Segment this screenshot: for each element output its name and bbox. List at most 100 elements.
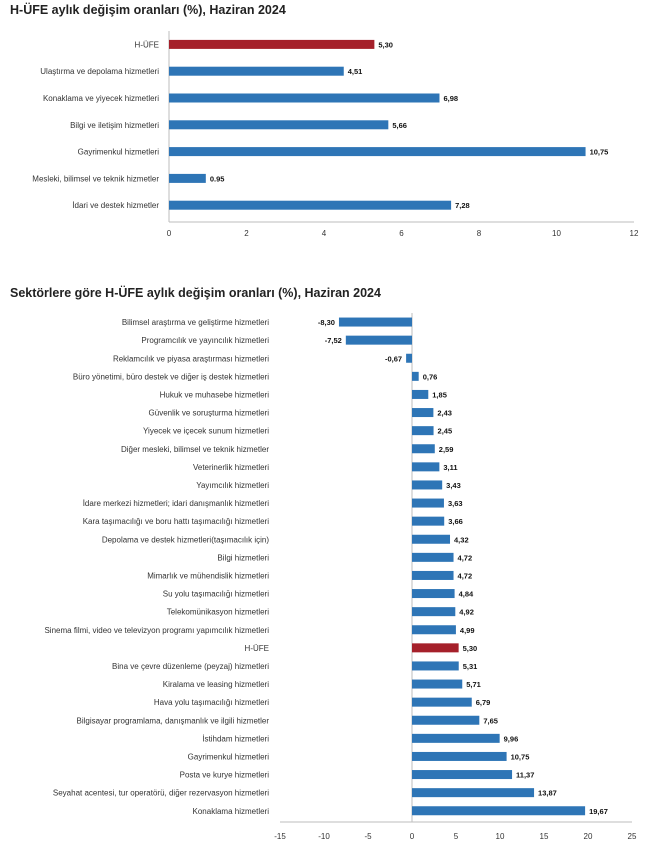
chart-2-data-label: 2,43 — [437, 409, 452, 418]
chart-2-data-label: 9,96 — [504, 734, 519, 743]
chart-1-category-label: Bilgi ve iletişim hizmetleri — [70, 121, 159, 130]
chart-2-data-label: 3,43 — [446, 481, 461, 490]
chart-1-bar — [169, 173, 206, 183]
chart-2-data-label: 3,66 — [448, 517, 463, 526]
chart-2-tick-label: 20 — [584, 832, 593, 841]
chart-1-bar — [169, 66, 344, 76]
chart-2-bar — [412, 389, 429, 399]
chart-2-category-label: H-ÜFE — [245, 644, 269, 653]
chart-2-bar — [412, 697, 472, 707]
chart-2-bar — [412, 444, 435, 454]
chart-2-data-label: 10,75 — [511, 752, 530, 761]
chart-2-data-label: 4,32 — [454, 535, 469, 544]
chart-1-bar — [169, 120, 389, 130]
chart-2-bar — [412, 589, 455, 599]
chart-1-tick-label: 8 — [477, 229, 482, 238]
chart-2-category-label: Konaklama hizmetleri — [193, 807, 270, 816]
chart-1-tick-label: 4 — [322, 229, 327, 238]
chart-2-data-label: 4,72 — [458, 571, 473, 580]
chart-2-tick-label: 15 — [540, 832, 549, 841]
chart-2-tick-label: -10 — [318, 832, 330, 841]
chart-1-tick-label: 6 — [399, 229, 404, 238]
chart-2-data-label: 5,30 — [463, 644, 478, 653]
chart-2-category-label: Depolama ve destek hizmetleri(taşımacılı… — [102, 535, 270, 544]
chart-2-bar — [412, 770, 513, 780]
chart-1-data-label: 10,75 — [590, 148, 609, 157]
chart-2-data-label: 4,84 — [459, 590, 474, 599]
chart-1-bar — [169, 39, 375, 49]
chart-1-data-label: 6,98 — [443, 94, 458, 103]
chart-2-data-label: -0,67 — [385, 354, 402, 363]
chart-2-bar — [412, 570, 454, 580]
chart-2-bar — [412, 480, 443, 490]
chart-2-bar — [412, 426, 434, 436]
chart-2-bar — [406, 353, 412, 363]
chart-2-tick-label: 0 — [410, 832, 415, 841]
chart-2-category-label: Yiyecek ve içecek sunum hizmetleri — [143, 427, 269, 436]
chart-1-bar — [169, 147, 586, 157]
chart-2-bar — [412, 751, 507, 761]
chart-2-bar — [412, 788, 535, 798]
chart-2-category-label: Diğer mesleki, bilimsel ve teknik hizmet… — [121, 445, 269, 454]
chart-2-tick-label: 25 — [628, 832, 637, 841]
chart-2-category-label: Programcılık ve yayıncılık hizmetleri — [141, 336, 269, 345]
chart-1-data-label: 5,30 — [378, 40, 393, 49]
chart-2-data-label: 3,63 — [448, 499, 463, 508]
chart-2-tick-label: 10 — [496, 832, 505, 841]
chart-2-category-label: Yayımcılık hizmetleri — [196, 481, 269, 490]
chart-2-data-label: 0,76 — [423, 372, 438, 381]
chart-2-category-label: Bilgisayar programlama, danışmanlık ve i… — [76, 716, 269, 725]
chart-2-category-label: Posta ve kurye hizmetleri — [180, 771, 270, 780]
chart-2-category-label: Telekomünikasyon hizmetleri — [167, 608, 269, 617]
chart-2-bar — [412, 733, 500, 743]
chart-2-data-label: 4,72 — [458, 553, 473, 562]
chart-1-tick-label: 12 — [630, 229, 639, 238]
chart-2-data-label: 7,65 — [483, 716, 498, 725]
chart-2-tick-label: -5 — [364, 832, 372, 841]
chart-2-category-label: Hukuk ve muhasebe hizmetleri — [160, 390, 270, 399]
chart-2-bar — [412, 715, 480, 725]
chart-1-tick-label: 2 — [244, 229, 249, 238]
chart-2-data-label: 5,71 — [466, 680, 481, 689]
chart-2-data-label: 2,59 — [439, 445, 454, 454]
chart-2-bar — [412, 534, 451, 544]
chart-2-category-label: Gayrimenkul hizmetleri — [188, 752, 270, 761]
chart-1-data-label: 4,51 — [348, 67, 363, 76]
chart-1-tick-label: 0 — [167, 229, 172, 238]
chart-2-data-label: -8,30 — [318, 318, 335, 327]
chart-2-bar — [412, 661, 459, 671]
chart-2-category-label: Seyahat acentesi, tur operatörü, diğer r… — [53, 789, 269, 798]
chart-2-category-label: İdare merkezi hizmetleri; idari danışman… — [83, 499, 270, 508]
chart-1-data-label: 0.95 — [210, 174, 225, 183]
chart-2-category-label: Büro yönetimi, büro destek ve diğer iş d… — [73, 372, 269, 381]
chart-2-bar — [412, 679, 463, 689]
chart-2-bar — [338, 317, 412, 327]
chart-2-data-label: 5,31 — [463, 662, 478, 671]
chart-2-category-label: Bina ve çevre düzenleme (peyzaj) hizmetl… — [112, 662, 269, 671]
chart-1-category-label: Gayrimenkul hizmetleri — [78, 148, 160, 157]
chart-2-bar — [412, 806, 586, 816]
chart-1-bar — [169, 93, 440, 103]
chart-2-title: Sektörlere göre H-ÜFE aylık değişim oran… — [10, 286, 381, 300]
chart-2-bar — [412, 607, 456, 617]
chart-2-category-label: Güvenlik ve soruşturma hizmetleri — [149, 409, 270, 418]
chart-2-bar — [412, 371, 419, 381]
chart-1-category-label: İdari ve destek hizmetler — [72, 201, 159, 210]
chart-2-bar — [412, 552, 454, 562]
chart-1-tick-label: 10 — [552, 229, 561, 238]
chart-2-data-label: 13,87 — [538, 789, 557, 798]
chart-1-category-label: H-ÜFE — [135, 40, 159, 49]
chart-2-bar — [412, 643, 459, 653]
chart-2-bar — [345, 335, 412, 345]
chart-2-data-label: 1,85 — [432, 390, 447, 399]
chart-1-category-label: Ulaştırma ve depolama hizmetleri — [40, 67, 159, 76]
chart-2-category-label: Bilgi hizmetleri — [217, 553, 269, 562]
chart-2-bar — [412, 498, 444, 508]
chart-2-category-label: Kara taşımacılığı ve boru hattı taşımacı… — [83, 517, 270, 526]
chart-2-category-label: Veterinerlik hizmetleri — [193, 463, 269, 472]
chart-2-data-label: 4,99 — [460, 626, 475, 635]
chart-2-tick-label: -15 — [274, 832, 286, 841]
chart-1-data-label: 5,66 — [392, 121, 407, 130]
chart-2-tick-label: 5 — [454, 832, 459, 841]
